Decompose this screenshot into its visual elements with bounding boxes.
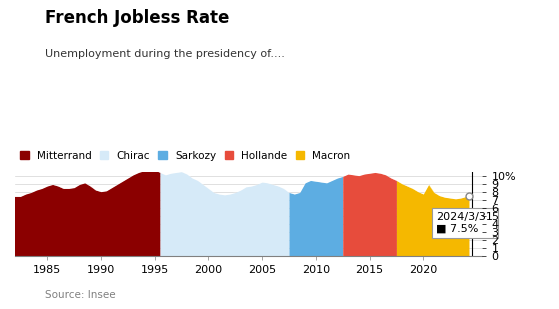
Text: Source: Insee: Source: Insee	[45, 290, 115, 300]
Text: Unemployment during the presidency of....: Unemployment during the presidency of...…	[45, 49, 285, 59]
Text: French Jobless Rate: French Jobless Rate	[45, 9, 229, 27]
Legend: Mitterrand, Chirac, Sarkozy, Hollande, Macron: Mitterrand, Chirac, Sarkozy, Hollande, M…	[20, 151, 350, 161]
Text: 2024/3/31
■ 7.5%: 2024/3/31 ■ 7.5%	[436, 213, 493, 234]
